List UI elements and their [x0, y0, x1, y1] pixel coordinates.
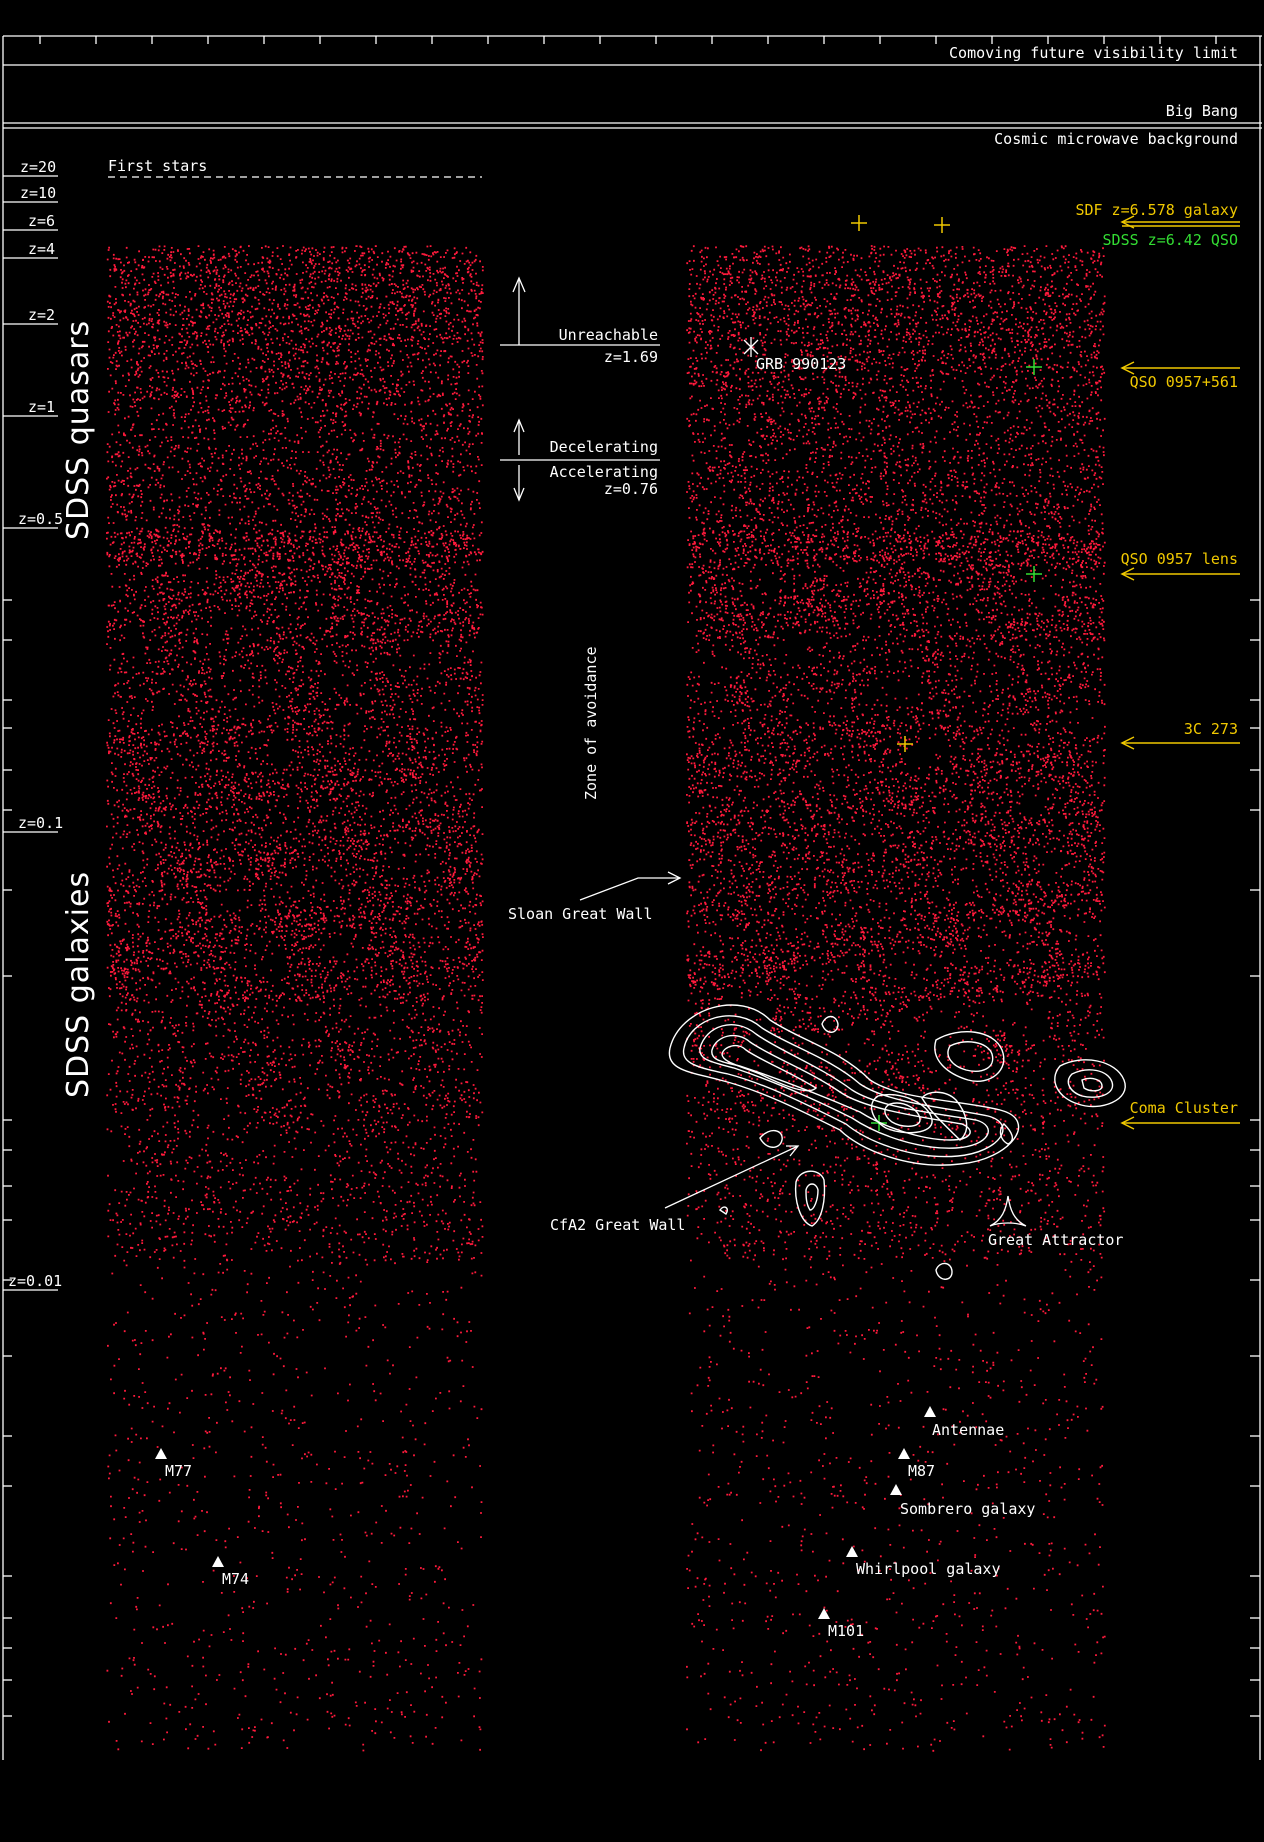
m87-triangle-icon	[898, 1448, 910, 1459]
cfa2-great-wall-marker: CfA2 Great Wall	[550, 1145, 800, 1234]
m77-triangle-icon	[155, 1448, 167, 1459]
sdf-galaxy-label: SDF z=6.578 galaxy	[1075, 201, 1238, 219]
side-scale-ticks	[3, 599, 1260, 1717]
redshift-label-z05: z=0.5	[18, 510, 63, 528]
sombrero-triangle-icon	[890, 1484, 902, 1495]
nearby-galaxies: M77 M74 Antennae M87 Sombrero galaxy Whi…	[155, 1406, 1035, 1640]
right-labels: SDF z=6.578 galaxy SDSS z=6.42 QSO QSO 0…	[1075, 201, 1240, 1130]
acceleration-redshift: z=0.76	[604, 480, 658, 498]
qso-0957-label: QSO 0957+561	[1130, 373, 1238, 391]
redshift-label-z2: z=2	[28, 306, 55, 324]
great-attractor-label: Great Attractor	[988, 1231, 1123, 1249]
top-frame	[2, 35, 1262, 1760]
antennae-triangle-icon	[924, 1406, 936, 1417]
sdss-qso-label: SDSS z=6.42 QSO	[1103, 231, 1238, 249]
unreachable-redshift: z=1.69	[604, 348, 658, 366]
unreachable-label: Unreachable	[559, 326, 658, 344]
redshift-label-z1: z=1	[28, 398, 55, 416]
m101-label: M101	[828, 1622, 864, 1640]
m74-triangle-icon	[212, 1556, 224, 1567]
sdss-galaxies-label: SDSS galaxies	[61, 871, 96, 1098]
big-bang-label: Big Bang	[1166, 102, 1238, 120]
sombrero-label: Sombrero galaxy	[900, 1500, 1035, 1518]
left-galaxy-wedge	[106, 245, 484, 1752]
future-visibility-label: Comoving future visibility limit	[949, 44, 1238, 62]
top-scale-ticks	[39, 36, 1217, 44]
redshift-label-z10: z=10	[20, 184, 56, 202]
cmb-label: Cosmic microwave background	[994, 130, 1238, 148]
m74-label: M74	[222, 1570, 249, 1588]
3c273-label: 3C 273	[1184, 720, 1238, 738]
accelerating-label: Accelerating	[550, 463, 658, 481]
m87-label: M87	[908, 1462, 935, 1480]
coma-label: Coma Cluster	[1130, 1099, 1238, 1117]
grb-label: GRB 990123	[756, 355, 846, 373]
sdss-qso-cross	[934, 217, 950, 233]
antennae-label: Antennae	[932, 1421, 1004, 1439]
attractor-icon	[989, 1195, 1027, 1227]
whirlpool-label: Whirlpool galaxy	[856, 1560, 1001, 1578]
redshift-label-z20: z=20	[20, 158, 56, 176]
decelerating-label: Decelerating	[550, 438, 658, 456]
acceleration-marker: Decelerating Accelerating z=0.76	[500, 418, 660, 502]
whirlpool-triangle-icon	[846, 1546, 858, 1557]
zone-of-avoidance-label: Zone of avoidance	[582, 646, 600, 800]
great-attractor-marker: Great Attractor	[988, 1195, 1123, 1249]
redshift-ladder: z=20 z=10 z=6 z=4 z=2 z=1 z=0.5 z=0.1 z=…	[3, 158, 63, 1291]
cfa2-contours	[668, 1004, 1126, 1280]
grb-marker: GRB 990123	[743, 337, 846, 373]
redshift-label-z01: z=0.1	[18, 814, 63, 832]
sdf-galaxy-cross	[851, 215, 867, 231]
sloan-great-wall-marker: Sloan Great Wall	[508, 871, 682, 923]
qso-0957-cross	[1026, 359, 1042, 375]
m77-label: M77	[165, 1462, 192, 1480]
redshift-label-z001: z=0.01	[8, 1272, 62, 1290]
sdss-quasars-label: SDSS quasars	[61, 320, 96, 540]
sloan-great-wall-label: Sloan Great Wall	[508, 905, 653, 923]
3c273-cross	[897, 736, 913, 752]
cfa2-great-wall-label: CfA2 Great Wall	[550, 1216, 685, 1234]
redshift-label-z6: z=6	[28, 212, 55, 230]
qso-lens-label: QSO 0957 lens	[1121, 550, 1238, 568]
m101-triangle-icon	[818, 1608, 830, 1619]
right-galaxy-wedge	[686, 245, 1106, 1752]
first-stars-label: First stars	[108, 157, 207, 175]
unreachable-marker: Unreachable z=1.69	[500, 276, 660, 366]
redshift-label-z4: z=4	[28, 240, 55, 258]
qso-lens-cross	[1026, 566, 1042, 582]
star-icon	[743, 337, 759, 357]
